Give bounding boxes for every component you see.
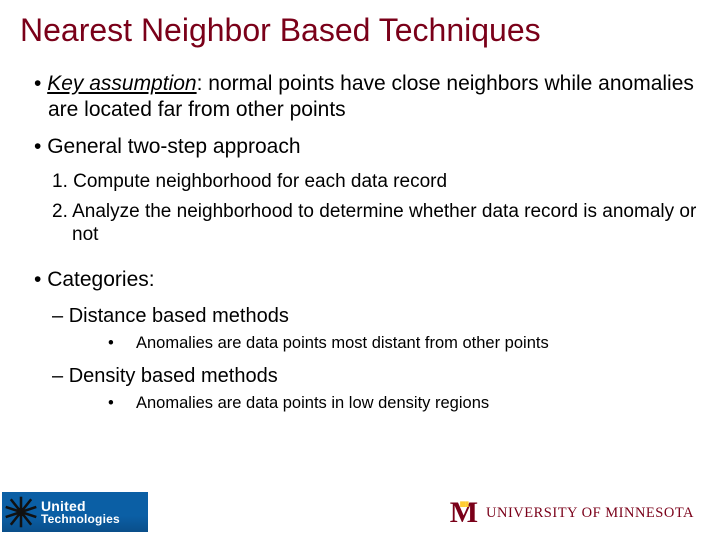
- step-2: 2. Analyze the neighborhood to determine…: [52, 200, 700, 248]
- slide-title: Nearest Neighbor Based Techniques: [20, 12, 700, 49]
- slide-body: Nearest Neighbor Based Techniques Key as…: [0, 0, 720, 414]
- category-density: Density based methods: [52, 363, 700, 389]
- logo-united-technologies: United Technologies: [2, 492, 148, 532]
- category-distance: Distance based methods: [52, 303, 700, 329]
- utc-line1: United: [41, 499, 120, 513]
- spacer: [20, 253, 700, 263]
- bullet-general-approach: General two-step approach: [34, 134, 700, 160]
- utc-text: United Technologies: [41, 499, 120, 525]
- bullet-key-assumption: Key assumption: normal points have close…: [34, 71, 700, 124]
- footer: United Technologies M▮▮▮ UNIVERSITY OF M…: [0, 488, 720, 534]
- distance-detail: Anomalies are data points most distant f…: [108, 333, 700, 354]
- utc-line2: Technologies: [41, 513, 120, 525]
- umn-text: UNIVERSITY OF MINNESOTA: [486, 505, 694, 522]
- step-1: 1. Compute neighborhood for each data re…: [52, 170, 700, 194]
- gear-burst-icon: [4, 495, 38, 529]
- density-detail: Anomalies are data points in low density…: [108, 393, 700, 414]
- key-assumption-label: Key assumption: [47, 72, 196, 95]
- bullet-categories: Categories:: [34, 267, 700, 293]
- umn-m-icon: M▮▮▮: [450, 498, 478, 528]
- logo-university-of-minnesota: M▮▮▮ UNIVERSITY OF MINNESOTA: [450, 498, 694, 528]
